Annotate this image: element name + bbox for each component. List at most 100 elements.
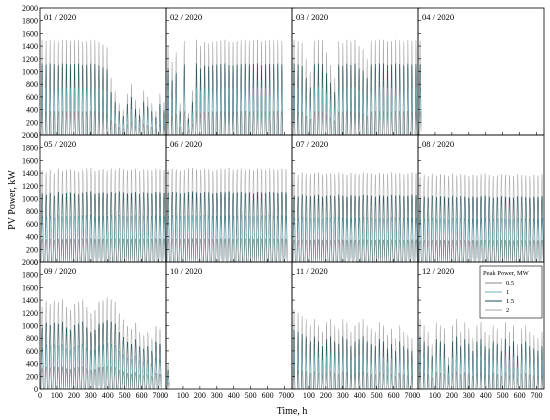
panel-1: 0 200 400 600 800 1000 1200 1400 1600 1800 2000 01 … xyxy=(22,4,167,140)
y-tick-label: 600 xyxy=(26,93,38,102)
series-line-1.5mw xyxy=(165,191,289,263)
y-tick-label: 800 xyxy=(26,80,38,89)
panel-title: 01 / 2020 xyxy=(44,12,76,22)
panel-title: 11 / 2020 xyxy=(296,266,328,276)
x-tick-label: 700 xyxy=(279,391,291,400)
y-tick-label: 1800 xyxy=(22,17,38,26)
y-tick-label: 1400 xyxy=(22,296,38,305)
x-tick-label: 400 xyxy=(228,391,240,400)
y-tick-label: 400 xyxy=(26,233,38,242)
series-line-0.5mw xyxy=(165,382,170,390)
x-tick-label: 100 xyxy=(429,391,441,400)
series-line-0.5mw xyxy=(165,238,289,263)
series-line-2mw xyxy=(165,167,289,263)
y-tick-label: 1200 xyxy=(22,55,38,64)
y-tick-label: 200 xyxy=(26,118,38,127)
panel-5: 0 200 400 600 800 1000 1200 1400 1600 1800 2000 05 … xyxy=(22,131,167,267)
x-tick-label: 100 xyxy=(51,391,63,400)
panel-title: 05 / 2020 xyxy=(44,139,76,149)
y-tick-label: 200 xyxy=(26,245,38,254)
x-tick-label: 600 xyxy=(514,391,526,400)
x-tick-label: 300 xyxy=(337,391,349,400)
panel-title: 06 / 2020 xyxy=(170,139,202,149)
panel-4: 04 / 2020 xyxy=(417,7,545,136)
series-line-1.5mw xyxy=(39,320,163,390)
y-tick-label: 2000 xyxy=(22,258,38,267)
x-tick-label: 200 xyxy=(194,391,206,400)
panel-6: 06 / 2020 xyxy=(165,134,293,263)
legend-entry: 1.5 xyxy=(506,298,514,305)
y-tick-label: 1000 xyxy=(22,68,38,77)
y-tick-label: 1800 xyxy=(22,271,38,280)
x-tick-label: 600 xyxy=(136,391,148,400)
y-tick-label: 800 xyxy=(26,207,38,216)
y-tick-label: 400 xyxy=(26,360,38,369)
panel-frame xyxy=(165,261,293,390)
y-tick-label: 600 xyxy=(26,220,38,229)
y-tick-label: 1600 xyxy=(22,29,38,38)
legend-title: Peak Power, MW xyxy=(483,270,530,277)
panel-title: 03 / 2020 xyxy=(296,12,328,22)
legend-entry: 2 xyxy=(506,307,509,314)
x-tick-label: 200 xyxy=(446,391,458,400)
panel-8: 08 / 2020 xyxy=(417,134,545,263)
x-tick-label: 200 xyxy=(320,391,332,400)
x-tick-label: 500 xyxy=(497,391,509,400)
series-line-0.5mw xyxy=(417,111,422,136)
y-tick-label: 2000 xyxy=(22,131,38,140)
series-line-0.5mw xyxy=(291,368,415,390)
y-tick-label: 0 xyxy=(34,131,38,140)
series-line-0.5mw xyxy=(39,365,163,390)
x-axis-title: Time, h xyxy=(277,406,308,417)
y-tick-label: 1600 xyxy=(22,156,38,165)
y-tick-label: 1200 xyxy=(22,182,38,191)
y-tick-label: 0 xyxy=(34,385,38,394)
y-tick-label: 0 xyxy=(34,258,38,267)
x-tick-label: 200 xyxy=(68,391,80,400)
panel-3: 03 / 2020 xyxy=(291,7,419,136)
x-tick-label: 400 xyxy=(354,391,366,400)
x-tick-label: 0 xyxy=(38,391,42,400)
x-tick-label: 600 xyxy=(388,391,400,400)
panel-title: 07 / 2020 xyxy=(296,139,328,149)
panel-9: 0 100 200 300 400 500 600 700020040060080010001… xyxy=(22,258,167,400)
x-tick-label: 500 xyxy=(245,391,257,400)
x-tick-label: 400 xyxy=(480,391,492,400)
x-tick-label: 0 xyxy=(290,391,294,400)
y-tick-label: 400 xyxy=(26,106,38,115)
x-tick-label: 700 xyxy=(531,391,543,400)
x-tick-label: 500 xyxy=(119,391,131,400)
legend: Peak Power, MW 0.5 1 1.5 2 xyxy=(479,265,543,319)
panel-7: 07 / 2020 xyxy=(291,134,419,263)
legend-entry: 0.5 xyxy=(506,280,514,287)
legend-entry: 1 xyxy=(506,289,509,296)
panel-title: 04 / 2020 xyxy=(422,12,454,22)
x-tick-label: 300 xyxy=(211,391,223,400)
panel-title: 02 / 2020 xyxy=(170,12,202,22)
panel-2: 02 / 2020 xyxy=(165,7,293,136)
y-tick-label: 800 xyxy=(26,334,38,343)
y-tick-label: 1000 xyxy=(22,322,38,331)
y-tick-label: 1400 xyxy=(22,42,38,51)
y-tick-label: 2000 xyxy=(22,4,38,13)
x-tick-label: 300 xyxy=(85,391,97,400)
y-tick-label: 1200 xyxy=(22,309,38,318)
x-tick-label: 300 xyxy=(463,391,475,400)
x-tick-label: 0 xyxy=(164,391,168,400)
x-tick-label: 700 xyxy=(405,391,417,400)
x-tick-label: 400 xyxy=(102,391,114,400)
plot-area: 020040060080010001200140016001800200001 … xyxy=(22,4,545,400)
panel-title: 12 / 2020 xyxy=(422,266,454,276)
panel-12: 0 100 200 300 400 500 600 700 12 / 2020 xyxy=(416,261,545,400)
panel-title: 09 / 2020 xyxy=(44,266,76,276)
x-tick-label: 100 xyxy=(303,391,315,400)
x-tick-label: 0 xyxy=(416,391,420,400)
x-tick-label: 700 xyxy=(153,391,165,400)
x-tick-label: 100 xyxy=(177,391,189,400)
x-tick-label: 600 xyxy=(262,391,274,400)
x-tick-label: 500 xyxy=(371,391,383,400)
series-line-2mw xyxy=(39,297,163,390)
y-tick-label: 1600 xyxy=(22,283,38,292)
y-tick-label: 200 xyxy=(26,372,38,381)
